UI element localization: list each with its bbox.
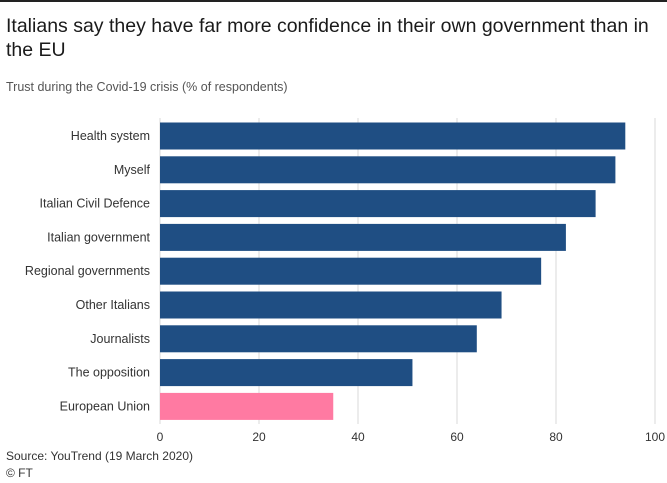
copyright-credit: © FT [6, 466, 33, 480]
bar [160, 392, 334, 420]
x-tick-label: 20 [252, 430, 266, 444]
bar [160, 190, 596, 218]
category-label: Journalists [90, 332, 150, 346]
category-label: European Union [60, 399, 150, 413]
category-label: Italian Civil Defence [40, 197, 151, 211]
x-tick-label: 60 [450, 430, 464, 444]
category-label: Italian government [47, 230, 150, 244]
source-note: Source: YouTrend (19 March 2020) [6, 449, 194, 463]
x-tick-label: 40 [351, 430, 365, 444]
bar [160, 122, 626, 150]
x-tick-label: 0 [157, 430, 164, 444]
bar [160, 291, 502, 319]
x-tick-label: 100 [645, 430, 665, 444]
category-label: Myself [114, 163, 151, 177]
bar [160, 325, 477, 353]
bar [160, 156, 616, 184]
chart-subtitle: Trust during the Covid-19 crisis (% of r… [6, 80, 288, 94]
bar [160, 257, 542, 285]
category-label: Health system [71, 129, 150, 143]
bar [160, 223, 566, 251]
bar [160, 359, 413, 387]
x-tick-label: 80 [549, 430, 563, 444]
top-rule [0, 0, 667, 2]
chart-title: Italians say they have far more confiden… [6, 15, 649, 61]
category-label: Regional governments [25, 264, 150, 278]
category-label: Other Italians [76, 298, 150, 312]
category-label: The opposition [68, 366, 150, 380]
